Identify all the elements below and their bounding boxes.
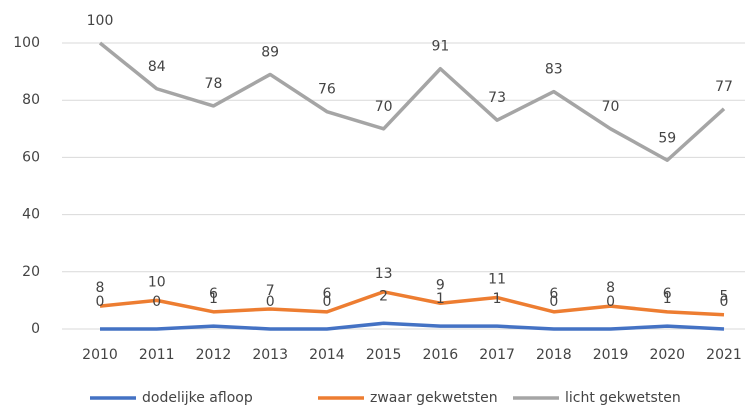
x-tick-label: 2019 bbox=[593, 347, 629, 363]
legend-label: dodelijke afloop bbox=[142, 390, 253, 406]
data-label: 84 bbox=[148, 59, 166, 75]
data-label: 5 bbox=[720, 289, 729, 305]
data-label: 8 bbox=[606, 280, 615, 296]
y-tick-label: 100 bbox=[13, 35, 40, 51]
series-line bbox=[98, 41, 726, 163]
data-label: 6 bbox=[322, 286, 331, 302]
legend-label: licht gekwetsten bbox=[565, 390, 681, 406]
y-tick-label: 40 bbox=[22, 207, 40, 223]
data-label: 0 bbox=[549, 294, 558, 310]
data-label: 10 bbox=[148, 274, 166, 290]
data-label: 89 bbox=[261, 44, 279, 60]
data-label: 0 bbox=[322, 294, 331, 310]
data-label: 9 bbox=[436, 277, 445, 293]
x-tick-label: 2013 bbox=[252, 347, 288, 363]
data-label: 73 bbox=[488, 90, 506, 106]
y-tick-label: 0 bbox=[31, 321, 40, 337]
x-tick-label: 2021 bbox=[706, 347, 742, 363]
y-tick-label: 20 bbox=[22, 264, 40, 280]
data-label: 11 bbox=[488, 272, 506, 288]
data-label: 0 bbox=[96, 294, 105, 310]
series-line bbox=[99, 290, 725, 317]
data-label: 70 bbox=[602, 99, 620, 115]
y-tick-label: 60 bbox=[22, 149, 40, 165]
x-tick-label: 2012 bbox=[196, 347, 232, 363]
x-tick-label: 2016 bbox=[423, 347, 459, 363]
x-tick-label: 2020 bbox=[649, 347, 685, 363]
x-tick-label: 2010 bbox=[82, 347, 118, 363]
data-label: 7 bbox=[266, 283, 275, 299]
data-label: 1 bbox=[209, 291, 218, 307]
x-tick-label: 2014 bbox=[309, 347, 345, 363]
data-label: 78 bbox=[205, 76, 223, 92]
series-line bbox=[100, 321, 725, 331]
data-label: 13 bbox=[375, 266, 393, 282]
data-label: 0 bbox=[266, 294, 275, 310]
data-label: 59 bbox=[658, 130, 676, 146]
data-label: 70 bbox=[375, 99, 393, 115]
data-label: 77 bbox=[715, 79, 733, 95]
data-label: 6 bbox=[209, 286, 218, 302]
data-label: 1 bbox=[493, 291, 502, 307]
data-label: 8 bbox=[96, 280, 105, 296]
data-label: 1 bbox=[663, 291, 672, 307]
x-tick-label: 2017 bbox=[479, 347, 515, 363]
data-label: 83 bbox=[545, 62, 563, 78]
data-label: 6 bbox=[663, 286, 672, 302]
data-label: 0 bbox=[720, 294, 729, 310]
data-label: 0 bbox=[606, 294, 615, 310]
data-label: 1 bbox=[436, 291, 445, 307]
data-label: 100 bbox=[87, 13, 114, 29]
data-label: 2 bbox=[379, 288, 388, 304]
data-label: 91 bbox=[431, 39, 449, 55]
x-tick-label: 2018 bbox=[536, 347, 572, 363]
x-tick-label: 2011 bbox=[139, 347, 175, 363]
data-label: 76 bbox=[318, 82, 336, 98]
data-label: 6 bbox=[549, 286, 558, 302]
data-label: 0 bbox=[152, 294, 161, 310]
y-tick-label: 80 bbox=[22, 92, 40, 108]
x-tick-label: 2015 bbox=[366, 347, 402, 363]
legend-label: zwaar gekwetsten bbox=[370, 390, 498, 406]
